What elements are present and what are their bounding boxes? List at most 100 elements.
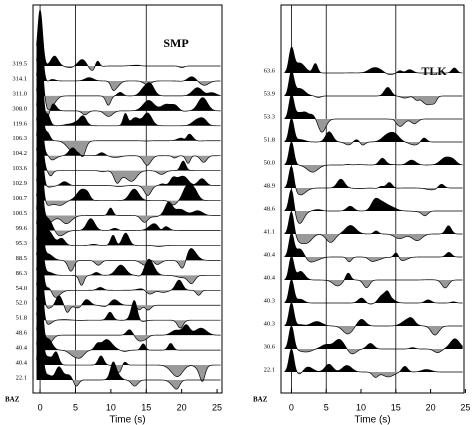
trace-negative bbox=[36, 275, 221, 286]
trace-positive bbox=[36, 10, 221, 67]
x-tick-label: 10 bbox=[356, 402, 366, 412]
trace-line bbox=[284, 46, 463, 75]
trace-line bbox=[284, 279, 463, 305]
trace-line bbox=[36, 291, 221, 359]
trace-negative bbox=[284, 372, 463, 378]
panel-frame bbox=[32, 4, 223, 394]
trace-positive bbox=[36, 130, 221, 186]
trace-line bbox=[36, 264, 221, 329]
trace-positive bbox=[284, 94, 463, 119]
y-axis-label: BAZ bbox=[253, 396, 268, 404]
trace-label: 95.3 bbox=[16, 240, 27, 247]
trace-line bbox=[36, 169, 221, 237]
trace-label: 40.4 bbox=[264, 274, 276, 281]
trace-label: 86.3 bbox=[16, 270, 27, 277]
x-tick-label: 10 bbox=[106, 402, 116, 412]
trace-negative bbox=[284, 326, 463, 336]
trace-line bbox=[36, 83, 221, 158]
trace-negative bbox=[36, 335, 221, 345]
trace-label: 41.1 bbox=[264, 228, 275, 235]
trace-line bbox=[284, 255, 463, 289]
trace-line bbox=[36, 40, 221, 111]
trace-label: 50.0 bbox=[264, 159, 275, 166]
trace-line bbox=[36, 68, 221, 127]
panel-frame bbox=[280, 4, 465, 394]
trace-label: 51.8 bbox=[16, 315, 27, 322]
trace-negative bbox=[284, 349, 463, 354]
y-axis-label: BAZ bbox=[5, 396, 20, 404]
trace-negative bbox=[36, 215, 221, 224]
trace-positive bbox=[284, 349, 463, 372]
trace-negative bbox=[284, 96, 463, 105]
trace-label: 22.1 bbox=[16, 374, 27, 381]
trace-line bbox=[36, 54, 221, 118]
trace-line bbox=[284, 325, 463, 355]
trace-positive bbox=[36, 25, 221, 81]
trace-label: 102.9 bbox=[12, 180, 27, 187]
x-tick-label: 15 bbox=[391, 402, 401, 412]
x-tick-label: 20 bbox=[177, 402, 187, 412]
x-tick-label: 0 bbox=[38, 402, 43, 412]
trace-label: 48.6 bbox=[264, 205, 276, 212]
x-axis-label: Time (s) bbox=[109, 415, 145, 425]
trace-line bbox=[36, 145, 221, 206]
trace-positive bbox=[36, 69, 221, 126]
x-tick-label: 5 bbox=[324, 402, 329, 412]
trace-label: 106.3 bbox=[12, 135, 27, 142]
trace-line bbox=[36, 99, 221, 166]
trace-label: 53.9 bbox=[264, 90, 275, 97]
trace-label: 48.9 bbox=[264, 182, 275, 189]
trace-positive bbox=[284, 212, 463, 234]
trace-line bbox=[284, 348, 463, 378]
trace-negative bbox=[36, 80, 221, 91]
trace-label: 314.1 bbox=[12, 75, 27, 82]
x-tick-label: 0 bbox=[289, 402, 294, 412]
trace-label: 40.4 bbox=[16, 345, 28, 352]
trace-negative bbox=[36, 155, 221, 166]
trace-negative bbox=[36, 290, 221, 298]
panel-title: TLK bbox=[421, 64, 447, 78]
trace-positive bbox=[36, 55, 221, 111]
trace-label: 40.4 bbox=[264, 251, 276, 258]
trace-label: 40.3 bbox=[264, 320, 275, 327]
trace-positive bbox=[36, 280, 221, 336]
trace-positive bbox=[36, 323, 221, 380]
trace-negative bbox=[284, 142, 463, 145]
trace-label: 40.3 bbox=[264, 297, 275, 304]
trace-negative bbox=[284, 257, 463, 262]
trace-label: 40.4 bbox=[16, 360, 28, 367]
trace-line bbox=[284, 70, 463, 106]
trace-label: 53.3 bbox=[264, 113, 275, 120]
trace-positive bbox=[284, 233, 463, 257]
trace-positive bbox=[284, 302, 463, 326]
trace-line bbox=[36, 183, 221, 247]
trace-line bbox=[284, 117, 463, 146]
trace-negative bbox=[284, 280, 463, 288]
x-tick-label: 25 bbox=[460, 402, 470, 412]
trace-negative bbox=[36, 110, 221, 118]
x-tick-label: 20 bbox=[426, 402, 436, 412]
trace-line bbox=[284, 302, 463, 336]
trace-line bbox=[284, 211, 463, 245]
trace-line bbox=[36, 322, 221, 390]
trace-negative bbox=[36, 365, 221, 382]
trace-negative bbox=[284, 165, 463, 173]
trace-positive bbox=[36, 308, 221, 366]
trace-label: 104.2 bbox=[12, 150, 27, 157]
trace-positive bbox=[284, 256, 463, 280]
trace-negative bbox=[36, 170, 221, 184]
trace-line bbox=[36, 307, 221, 382]
trace-negative bbox=[284, 234, 463, 244]
trace-label: 54.0 bbox=[16, 285, 27, 292]
trace-negative bbox=[36, 200, 221, 206]
trace-label: 63.6 bbox=[264, 67, 276, 74]
x-axis-label: Time (s) bbox=[354, 415, 390, 425]
x-tick-label: 15 bbox=[141, 402, 151, 412]
trace-positive bbox=[284, 279, 463, 303]
trace-positive bbox=[36, 292, 221, 351]
x-tick-label: 5 bbox=[73, 402, 78, 412]
panel-title: SMP bbox=[163, 36, 188, 50]
trace-label: 52.0 bbox=[16, 300, 27, 307]
trace-line bbox=[284, 93, 463, 133]
